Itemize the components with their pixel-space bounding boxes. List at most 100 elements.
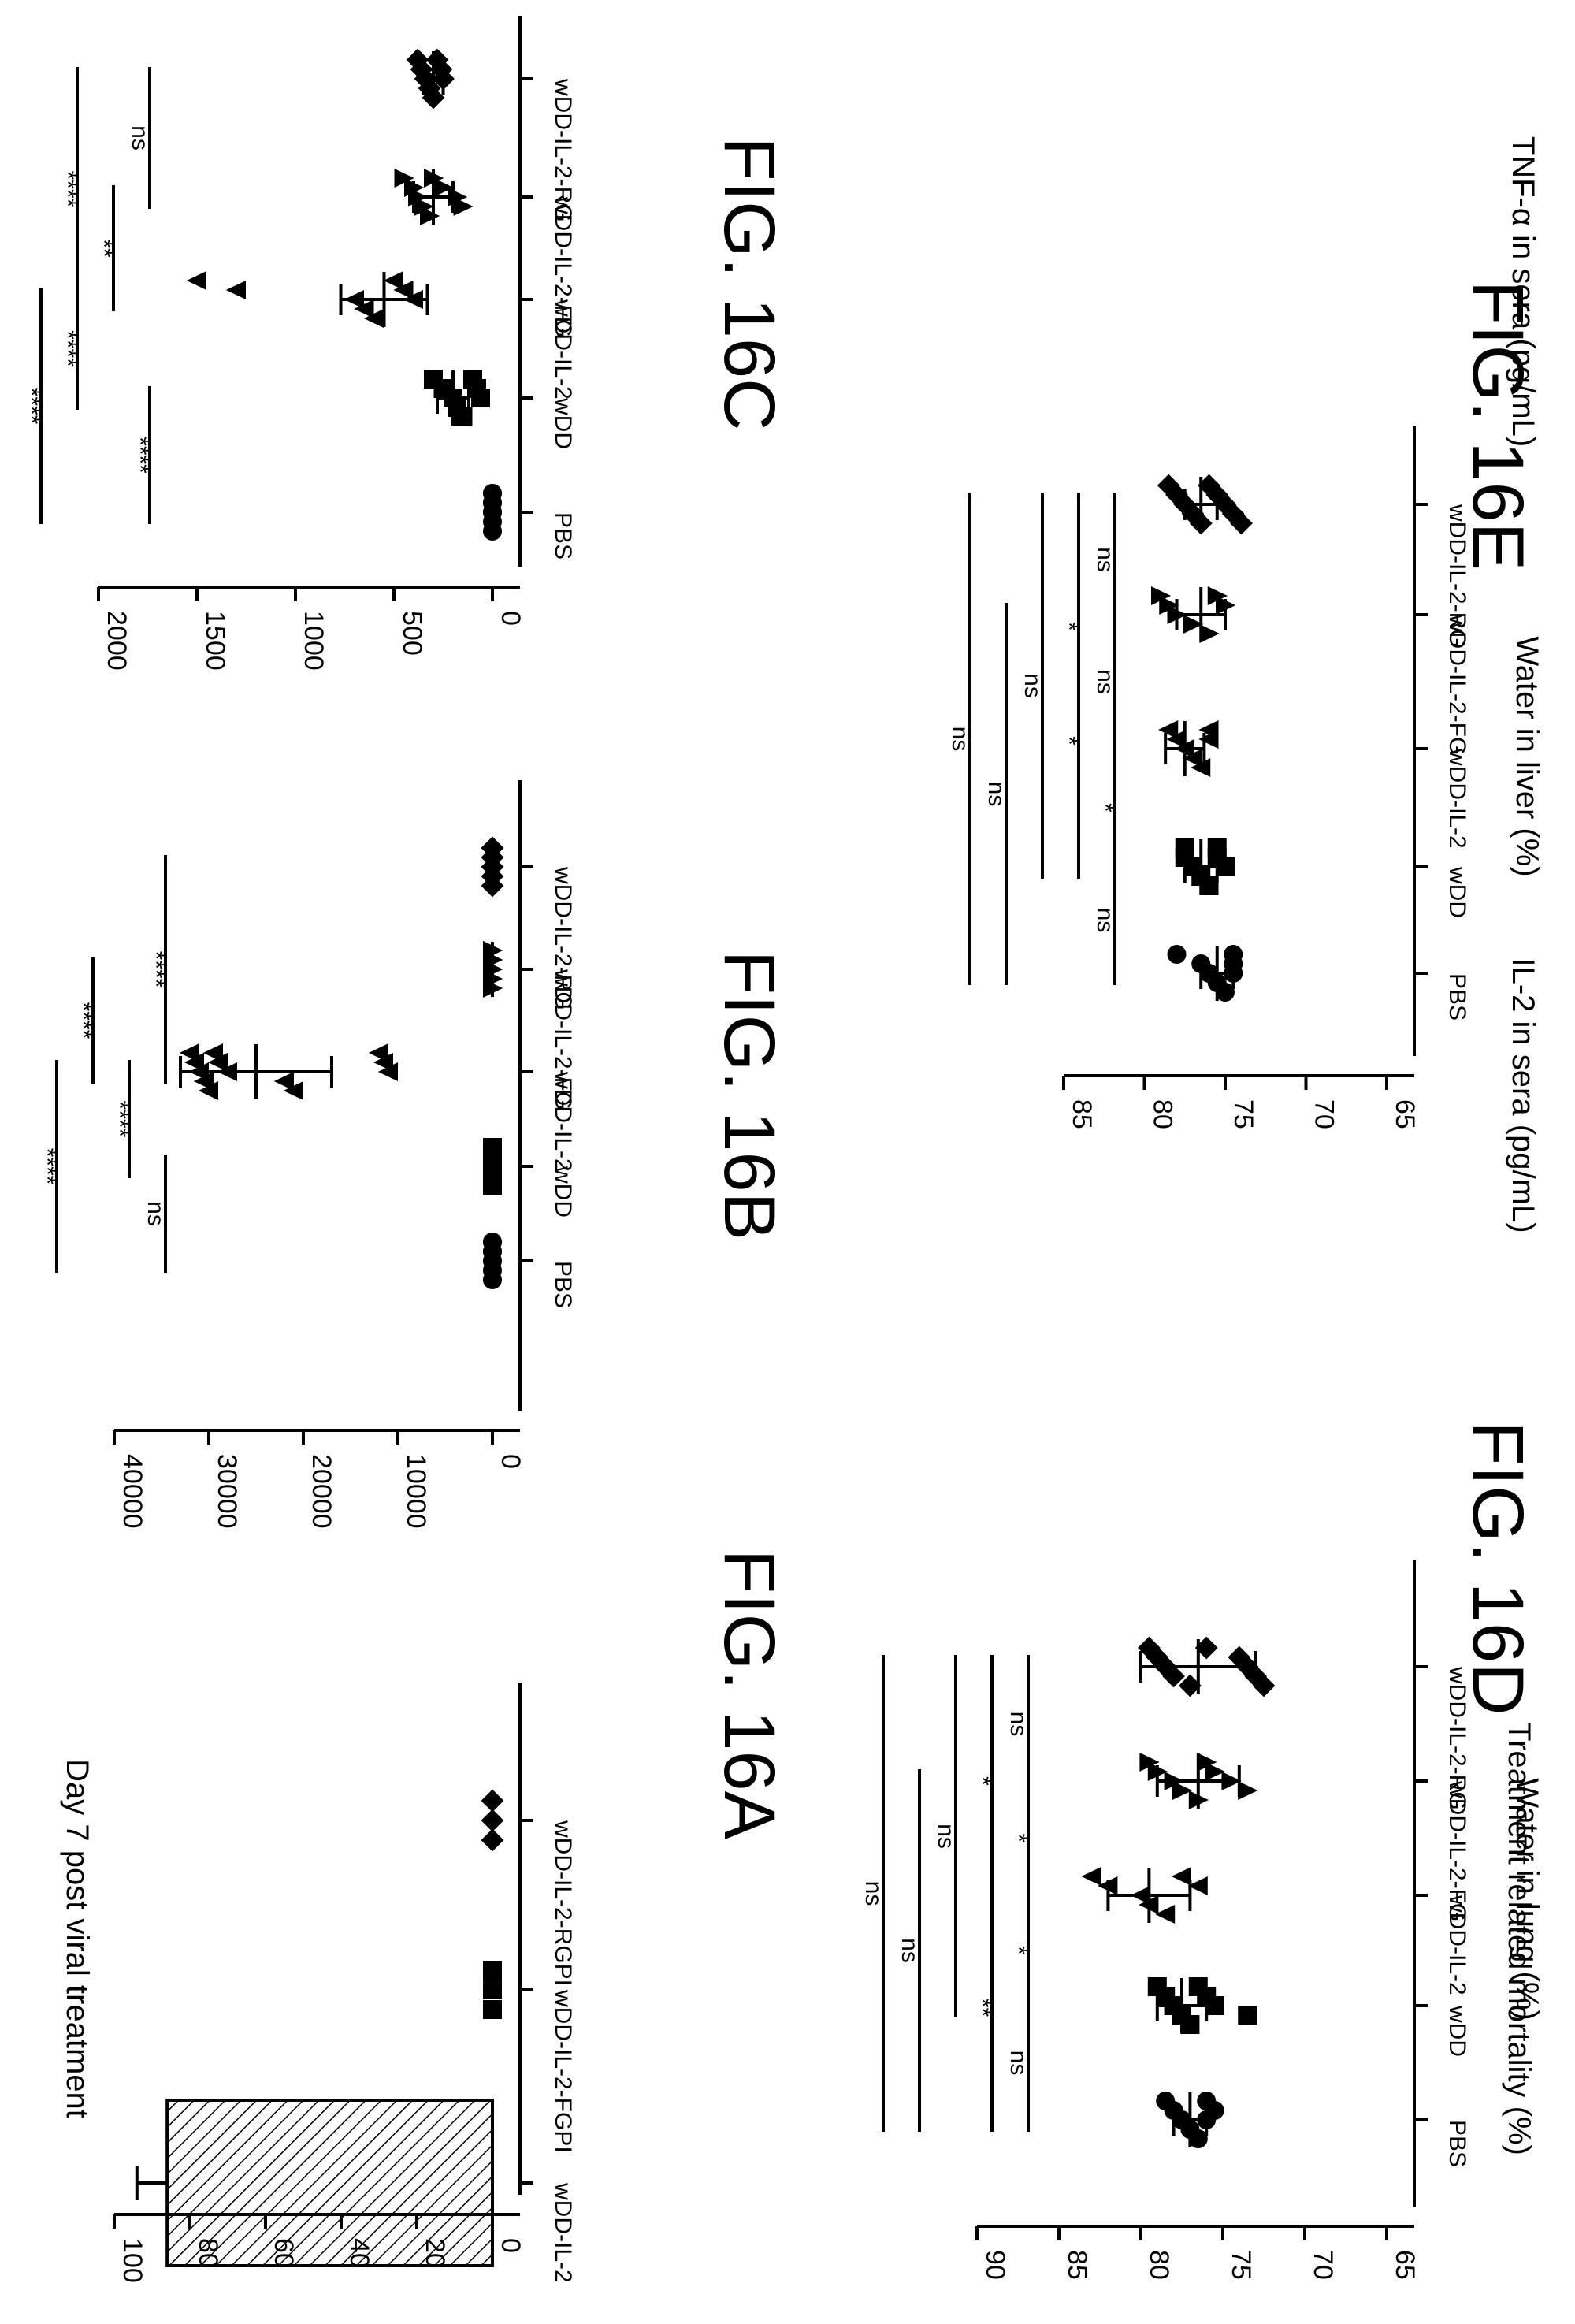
data-point — [1187, 1876, 1208, 1895]
significance-label: **** — [18, 388, 44, 425]
category-label: wDD-IL-2-RG — [550, 866, 576, 1010]
panel-fig-16a: 020406080100Treatment related mortality … — [60, 1549, 1536, 2283]
panel-fig-16d: 65 70 75 80 85 90 Water in lung (%) FIG. 16D PBS… — [860, 1421, 1544, 2279]
value-tick-label: 1500 — [200, 611, 230, 671]
data-bar — [165, 2099, 494, 2267]
data-point — [394, 169, 414, 188]
value-axis-title: Water in liver (%) — [1510, 636, 1544, 876]
data-point — [1162, 1664, 1185, 1688]
data-point — [483, 2000, 502, 2019]
category-label: wDD-IL-2-RGPI — [550, 1820, 576, 1986]
significance-label: ns — [1092, 547, 1118, 572]
value-axis-title: Water in lung (%) — [1510, 1778, 1544, 2021]
data-point — [1159, 596, 1179, 615]
data-point — [363, 309, 384, 328]
data-point — [1166, 730, 1187, 749]
category-label: wDD-IL-2 — [550, 2182, 576, 2283]
data-point — [481, 1828, 504, 1852]
significance-label: * — [1092, 803, 1118, 812]
data-point — [1158, 720, 1179, 739]
data-point — [1188, 2129, 1208, 2148]
figure-label: FIG. 16B — [709, 950, 789, 1240]
significance-label: ** — [969, 1999, 995, 2017]
category-label: PBS — [550, 1261, 576, 1308]
value-axis-title: TNF-α in sera (pg/mL) — [1506, 136, 1540, 447]
significance-label: **** — [34, 1148, 60, 1185]
data-point — [1216, 983, 1235, 1002]
value-tick-label: 70 — [1309, 1099, 1339, 1129]
data-point — [1198, 730, 1219, 749]
data-point — [1172, 1781, 1193, 1800]
value-tick-label: 80 — [1144, 2250, 1174, 2280]
significance-label: * — [969, 1776, 995, 1786]
value-tick-label: 85 — [1067, 1099, 1097, 1129]
significance-label: **** — [70, 1002, 96, 1039]
data-point — [225, 281, 246, 299]
category-label: PBS — [1444, 2120, 1470, 2167]
category-label: wDD-IL-2 — [550, 299, 576, 400]
significance-label: **** — [106, 1101, 132, 1138]
data-point — [1183, 615, 1204, 634]
data-point — [1216, 857, 1235, 876]
category-label: wDD-IL-2 — [550, 1071, 576, 1172]
significance-label: ns — [897, 1938, 923, 1963]
data-point — [471, 389, 490, 407]
category-label: wDD-IL-2-FG — [1444, 614, 1470, 755]
data-point — [1167, 945, 1187, 964]
significance-label: **** — [54, 330, 80, 367]
value-tick-label: 90 — [980, 2250, 1010, 2280]
value-tick-label: 2000 — [102, 611, 132, 671]
category-label: wDD-IL-2-RG — [550, 78, 576, 222]
category-label: wDD-IL-2-FG — [1444, 1780, 1470, 1921]
chart-title: Day 7 post viral treatment — [60, 1759, 95, 2118]
value-tick-label: 70 — [1308, 2250, 1338, 2280]
data-point — [1199, 624, 1220, 643]
significance-label: ns — [1005, 2051, 1031, 2076]
panel-fig-16e: 65 70 75 80 85 Water in liver (%) FIG. 16E PBS w… — [947, 281, 1544, 1129]
significance-label: ns — [1020, 673, 1046, 698]
significance-label: **** — [143, 951, 169, 988]
data-point — [481, 1809, 504, 1832]
data-point — [414, 197, 434, 216]
value-tick-label: 0 — [496, 611, 526, 626]
value-tick-label: 30000 — [212, 1454, 242, 1529]
data-point — [1197, 1753, 1217, 1772]
data-point — [1205, 1996, 1224, 2015]
panel-fig-16c: 0 500 1000 1500 2000 TNF-α in sera (pg/mL) FIG… — [18, 16, 1540, 671]
panel-fig-16b: 0 10000 20000 30000 40000 IL-2 in sera (pg/mL… — [34, 780, 1540, 1529]
value-tick-label: 65 — [1390, 2250, 1420, 2280]
data-point — [377, 1062, 398, 1081]
value-tick-label: 20000 — [306, 1454, 336, 1529]
data-point — [1238, 1781, 1258, 1800]
significance-label: ns — [1005, 1712, 1031, 1737]
data-point — [1081, 1867, 1101, 1886]
data-point — [1180, 2015, 1200, 2034]
significance-label: * — [1056, 622, 1082, 631]
value-tick-label: 500 — [397, 611, 427, 656]
data-point — [1252, 1674, 1276, 1697]
value-axis-title: IL-2 in sera (pg/mL) — [1506, 957, 1540, 1233]
data-point — [207, 1053, 228, 1072]
data-point — [186, 271, 206, 290]
data-point — [1205, 1762, 1225, 1781]
value-tick-label: 75 — [1228, 1099, 1258, 1129]
value-tick-label: 100 — [117, 2238, 147, 2283]
data-point — [1230, 511, 1253, 535]
significance-label: ns — [860, 1881, 886, 1906]
category-label: wDD-IL-2 — [1444, 748, 1470, 849]
value-tick-label: 1000 — [299, 611, 329, 671]
value-tick-label: 0 — [496, 1454, 526, 1469]
value-axis-title: Treatment related mortality (%) — [1502, 1722, 1536, 2155]
data-point — [1207, 586, 1228, 605]
data-point — [1238, 2006, 1257, 2025]
data-point — [420, 206, 440, 225]
data-point — [1182, 749, 1202, 768]
significance-label: **** — [127, 437, 153, 474]
category-label: wDD — [550, 1166, 576, 1218]
data-point — [1139, 1753, 1160, 1772]
significance-label: ns — [143, 1201, 169, 1226]
figure-label: FIG. 16C — [709, 136, 789, 430]
significance-label: * — [1056, 736, 1082, 746]
significance-label: **** — [54, 171, 80, 208]
